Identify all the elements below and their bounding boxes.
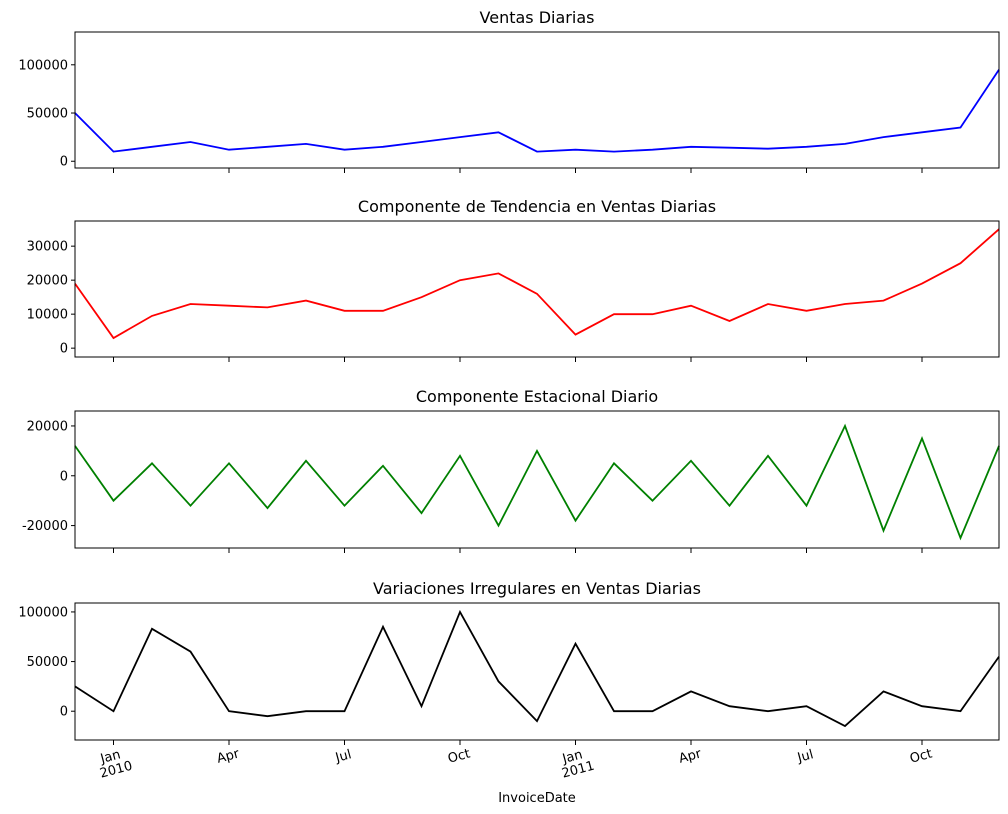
y-tick-label: 20000 (27, 274, 68, 289)
axes-frame (74, 602, 1000, 741)
y-tick-label: 50000 (27, 655, 68, 670)
chart-title: Componente de Tendencia en Ventas Diaria… (358, 197, 716, 216)
x-tick-label: Jul (333, 747, 353, 766)
y-tick-label: 100000 (18, 605, 68, 620)
chart-title: Ventas Diarias (480, 8, 595, 27)
axes-frame (74, 31, 1000, 169)
x-tick-label: Jan 2011 (557, 745, 596, 782)
x-tick-label: Jan 2010 (95, 745, 134, 782)
y-tick-label: 50000 (27, 107, 68, 122)
x-tick-label: Apr (677, 746, 703, 766)
x-tick-label: Apr (215, 746, 241, 766)
axes-frame (74, 410, 1000, 549)
x-tick-label: Jul (795, 747, 815, 766)
x-axis-label: InvoiceDate (498, 791, 576, 806)
series-line (74, 69, 1000, 153)
chart-title: Variaciones Irregulares en Ventas Diaria… (373, 579, 701, 598)
y-tick-label: 10000 (27, 308, 68, 323)
y-tick-label: 0 (60, 342, 68, 357)
y-tick-label: 100000 (18, 58, 68, 73)
x-tick-label: Oct (908, 746, 934, 766)
x-tick-label: Oct (446, 746, 472, 766)
axes-frame (74, 220, 1000, 358)
series-line (74, 228, 1000, 340)
y-tick-label: 0 (60, 155, 68, 170)
y-tick-label: 30000 (27, 240, 68, 255)
chart-title: Componente Estacional Diario (416, 387, 658, 406)
series-line (74, 609, 1000, 728)
y-tick-label: 20000 (27, 419, 68, 434)
y-tick-label: 0 (60, 705, 68, 720)
series-line (74, 423, 1000, 541)
y-tick-label: -20000 (22, 519, 68, 534)
y-tick-label: 0 (60, 469, 68, 484)
